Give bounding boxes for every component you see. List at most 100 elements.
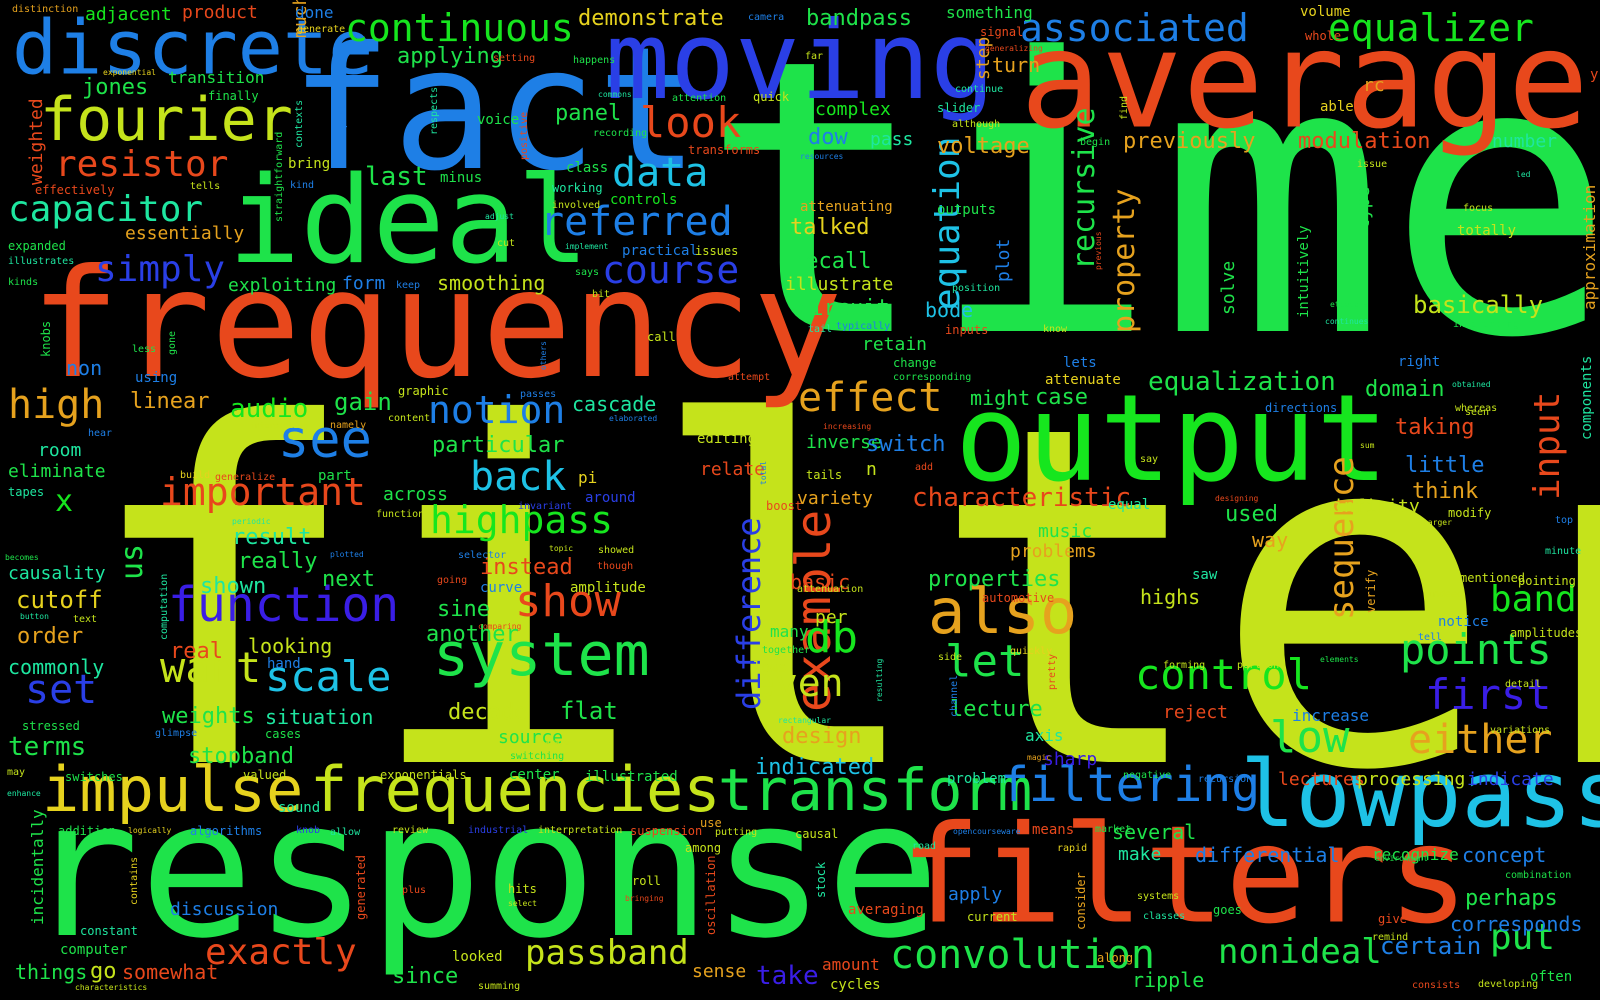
- word-dow: dow: [808, 125, 848, 150]
- word-designing: designing: [1215, 494, 1259, 503]
- word-retain: retain: [862, 334, 928, 355]
- word-data: data: [612, 150, 709, 196]
- word-previously: previously: [1123, 129, 1256, 154]
- word-stressed: stressed: [22, 719, 80, 733]
- word-controls: controls: [610, 192, 678, 208]
- word-applying: applying: [397, 44, 503, 69]
- word-convolution: convolution: [890, 932, 1155, 978]
- word-averaging: averaging: [848, 902, 924, 918]
- word-valued: valued: [243, 768, 287, 782]
- word-putting: putting: [715, 827, 758, 838]
- word-automotive: automotive: [982, 591, 1055, 605]
- word-also: also: [928, 575, 1078, 648]
- word-audio: audio: [230, 394, 309, 424]
- word-volume: volume: [1300, 4, 1351, 20]
- word-situation: situation: [265, 705, 374, 729]
- word-exploiting: exploiting: [228, 275, 337, 296]
- word-little: little: [1405, 453, 1485, 478]
- word-us: us: [115, 543, 150, 580]
- word-equal: equal: [1108, 497, 1151, 513]
- word-instead: instead: [480, 555, 573, 580]
- word-channel: channel: [949, 674, 960, 717]
- word-minus: minus: [440, 170, 483, 186]
- word-band: band: [1490, 579, 1577, 620]
- word-filtering: filtering: [1000, 757, 1261, 813]
- word-logically: logically: [128, 826, 172, 835]
- word-characteristics: characteristics: [75, 983, 148, 992]
- word-ripple: ripple: [1132, 968, 1205, 992]
- word-working: working: [552, 181, 603, 195]
- word-functions: functions: [376, 509, 431, 520]
- word-problem: problem: [947, 771, 1007, 787]
- word-attenuation: attenuation: [797, 584, 864, 595]
- word-sound: sound: [278, 800, 321, 816]
- word-flat: flat: [560, 697, 618, 725]
- word-total: total: [759, 460, 768, 485]
- word-go: go: [90, 959, 117, 984]
- word-forming: forming: [1163, 660, 1206, 671]
- word-roll: roll: [632, 874, 661, 888]
- word-remind: remind: [1372, 932, 1409, 943]
- word-side: side: [938, 652, 963, 663]
- word-bode: bode: [925, 298, 974, 322]
- word-previous: previous: [1094, 231, 1103, 270]
- word-components: components: [1579, 355, 1595, 440]
- word-lows: lows: [753, 660, 787, 676]
- word-say: say: [1140, 454, 1159, 465]
- word-pointing: pointing: [1518, 574, 1576, 588]
- word-add: add: [915, 462, 934, 473]
- word-next: next: [322, 567, 375, 592]
- word-text: text: [73, 614, 98, 625]
- word-amplitudes: amplitudes: [1510, 626, 1583, 640]
- word-etcetera: etcetera: [1330, 300, 1369, 309]
- word-sine: sine: [437, 597, 490, 622]
- word-attenuating: attenuating: [800, 199, 893, 215]
- word-music: music: [1038, 521, 1093, 542]
- word-somewhat: somewhat: [122, 960, 219, 984]
- word-properties: properties: [928, 567, 1061, 592]
- word-industrial: industrial: [468, 825, 529, 836]
- word-adjacent: adjacent: [85, 4, 172, 25]
- word-discrete: discrete: [12, 3, 374, 92]
- word-summing: summing: [478, 981, 521, 992]
- word-essentially: essentially: [125, 223, 245, 244]
- word-switching: switching: [510, 751, 565, 762]
- word-terms: terms: [8, 732, 87, 762]
- word-exactly: exactly: [205, 932, 357, 973]
- word-corresponding: corresponding: [893, 372, 972, 383]
- word-topic: topic: [549, 544, 574, 553]
- word-nonideal: nonideal: [1218, 932, 1382, 972]
- word-kind: kind: [290, 180, 315, 191]
- word-verify: verify: [1364, 569, 1378, 613]
- word-directions: directions: [1265, 401, 1338, 415]
- word-though: though: [597, 561, 634, 572]
- word-totally: totally: [1457, 223, 1517, 239]
- word-effectively: effectively: [35, 183, 115, 197]
- word-classes: classes: [1143, 911, 1186, 922]
- word-sum: sum: [1360, 441, 1375, 450]
- word-knob: knob: [296, 825, 321, 836]
- word-order: order: [17, 624, 84, 649]
- word-put: put: [1490, 917, 1556, 958]
- word-exponentials: exponentials: [380, 768, 467, 782]
- word-linear: linear: [130, 389, 210, 414]
- word-weights: weights: [162, 704, 255, 729]
- word-contexts: contexts: [294, 99, 305, 148]
- word-recording: recording: [593, 128, 648, 139]
- word-may: may: [7, 767, 26, 778]
- word-hand: hand: [267, 656, 301, 672]
- word-aware: aware: [545, 738, 570, 747]
- word-lowpass: lowpass: [1240, 741, 1600, 848]
- word-commons: commons: [598, 90, 632, 99]
- word-quick: quick: [753, 90, 790, 104]
- word-increasing: increasing: [823, 422, 872, 431]
- word-market: market: [1095, 824, 1132, 835]
- word-voltage: voltage: [937, 134, 1030, 159]
- word-domain: domain: [1365, 377, 1445, 402]
- word-circuit: circuit: [797, 296, 890, 321]
- word-gone: gone: [167, 330, 178, 355]
- word-last: last: [365, 162, 428, 192]
- word-led: led: [1516, 170, 1531, 179]
- word-resistor: resistor: [55, 144, 229, 185]
- word-generated: generated: [354, 854, 368, 920]
